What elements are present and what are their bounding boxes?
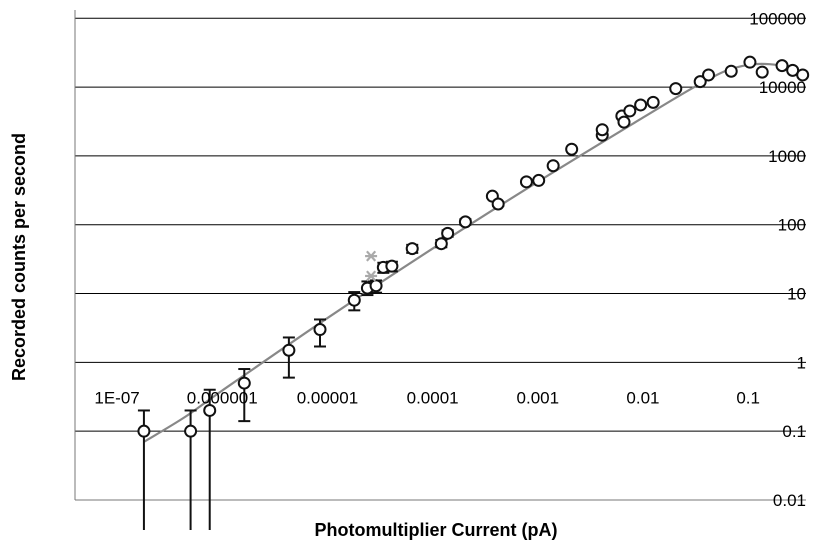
data-point xyxy=(775,59,789,73)
x-tick-label: 1E-07 xyxy=(94,388,139,407)
y-tick-label: 1 xyxy=(797,353,806,372)
y-axis-title: Recorded counts per second xyxy=(9,133,29,381)
x-tick-label: 0.00001 xyxy=(297,388,358,407)
fit-line xyxy=(143,62,806,443)
fit-curve xyxy=(143,62,806,443)
y-tick-label: 1000 xyxy=(768,147,806,166)
data-point xyxy=(405,242,419,256)
data-point xyxy=(693,75,707,89)
x-axis-title: Photomultiplier Current (pA) xyxy=(315,520,558,540)
data-point xyxy=(441,226,455,240)
data-point xyxy=(724,64,738,78)
plot-frame xyxy=(74,10,806,501)
data-point xyxy=(617,115,631,129)
star-point xyxy=(365,250,378,262)
data-point xyxy=(634,98,648,112)
tick-labels: 0.01 0.1 1 10 100 1000 10000 100000 1E-07 0.00000… xyxy=(94,9,806,510)
data-point xyxy=(546,159,560,173)
y-tick-label: 100000 xyxy=(749,9,806,28)
data-point xyxy=(282,343,296,357)
data-point xyxy=(347,293,361,307)
data-point xyxy=(137,424,151,438)
x-tick-label: 0.0001 xyxy=(407,388,459,407)
data-point xyxy=(491,197,505,211)
y-tick-label: 10 xyxy=(787,285,806,304)
y-tick-label: 10000 xyxy=(759,78,806,97)
data-point xyxy=(532,173,546,187)
data-points xyxy=(137,55,810,438)
x-tick-label: 0.01 xyxy=(626,388,659,407)
data-point xyxy=(646,95,660,109)
data-point xyxy=(313,323,327,337)
y-tick-label: 0.1 xyxy=(782,422,806,441)
data-point xyxy=(434,237,448,251)
data-point xyxy=(743,55,757,69)
x-tick-label: 0.000001 xyxy=(187,388,258,407)
x-tick-label: 0.1 xyxy=(736,388,760,407)
gridlines xyxy=(75,17,806,501)
data-point xyxy=(385,259,399,273)
error-bars xyxy=(137,163,560,530)
data-point xyxy=(237,376,251,390)
data-point xyxy=(796,68,810,82)
data-point xyxy=(184,424,198,438)
data-point xyxy=(458,215,472,229)
data-point xyxy=(565,142,579,156)
data-point xyxy=(595,123,609,137)
y-tick-label: 100 xyxy=(778,216,806,235)
data-point xyxy=(755,65,769,79)
data-point xyxy=(369,279,383,293)
data-point xyxy=(702,68,716,82)
data-point xyxy=(669,82,683,96)
data-point xyxy=(519,175,533,189)
x-tick-label: 0.001 xyxy=(517,388,560,407)
star-point xyxy=(365,270,378,282)
y-tick-label: 0.01 xyxy=(773,491,806,510)
data-point xyxy=(203,403,217,417)
data-point xyxy=(623,104,637,118)
